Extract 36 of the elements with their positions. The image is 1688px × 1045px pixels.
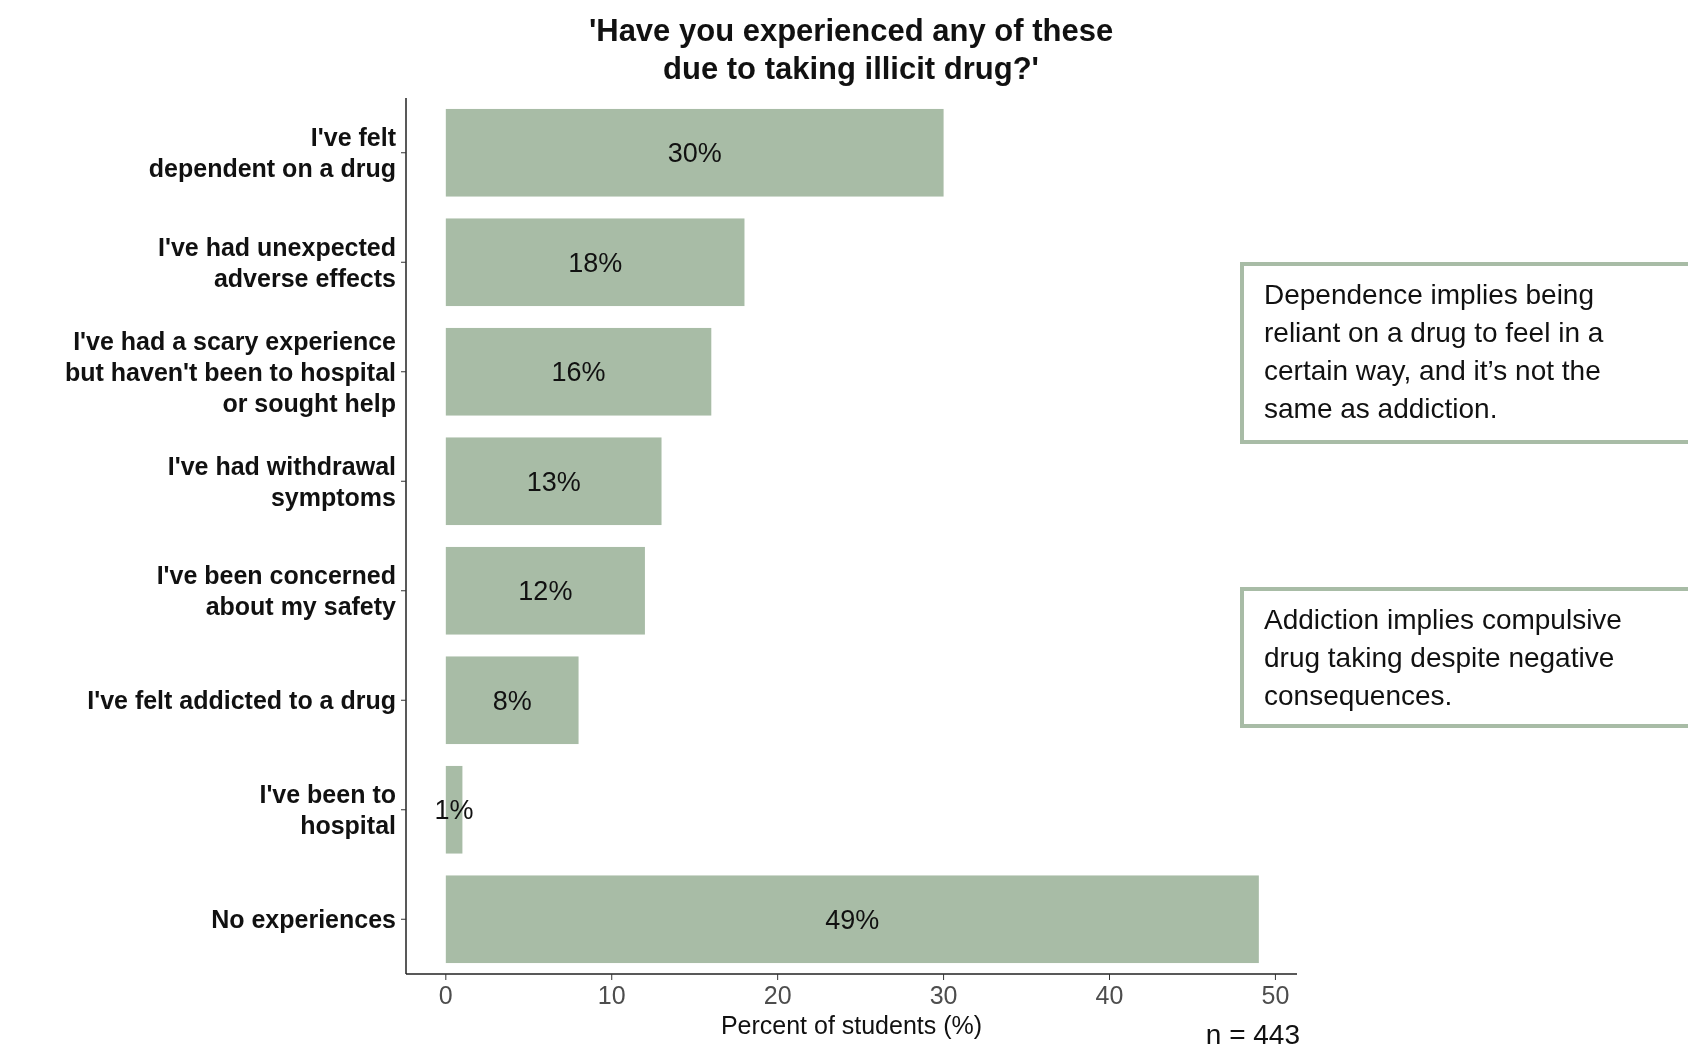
bar [445,656,579,745]
data-label: 12% [518,576,573,607]
data-label: 49% [825,904,880,935]
y-tick-label: I've had a scary experience but haven't been to hospital or sought help [65,326,397,417]
annotation: Dependence implies being reliant on a drug to feel in a certain way, and it’s not the same as addiction. [1264,279,1604,424]
data-label: 13% [526,466,581,497]
x-tick-label: 20 [763,981,792,1009]
note-box: Addiction implies compulsive drug taking despite negative consequences. [1240,587,1688,728]
annotation: Addiction implies compulsive drug taking despite negative consequences. [1264,604,1622,711]
y-tick-label: I've had withdrawal symptoms [167,451,396,511]
note-box: Dependence implies being reliant on a drug to feel in a certain way, and it’s not the same as addiction. [1240,262,1688,444]
y-tick-label: I've had unexpected adverse effects [158,232,396,292]
data-label: 8% [492,685,532,716]
x-tick-label: 0 [438,981,453,1009]
y-tick-label: I've felt addicted to a drug [87,686,396,714]
y-tick-label: I've felt dependent on a drug [148,123,397,182]
bar [445,108,944,197]
y-tick-label: No experiences [211,905,396,933]
x-tick-label: 30 [929,981,958,1009]
x-tick-label: 40 [1095,981,1124,1009]
data-label: 18% [568,247,623,278]
x-axis-title: Percent of students (%) [720,1011,983,1039]
bar [445,218,745,307]
bar [445,546,645,635]
data-label: 30% [667,138,722,169]
data-label: 16% [551,357,606,388]
bar [445,327,712,416]
x-tick-label: 50 [1261,981,1290,1009]
y-tick-label: I've been to hospital [259,780,396,839]
text: n = 443 [1205,1019,1300,1045]
x-tick-label: 10 [597,981,626,1009]
bar [445,437,662,526]
y-tick-label: I've been concerned about my safety [156,561,397,620]
bar [445,875,1259,964]
data-label: 1% [434,795,474,826]
chart-title: 'Have you experienced any of these due to taking illicit drug?' [588,13,1114,86]
